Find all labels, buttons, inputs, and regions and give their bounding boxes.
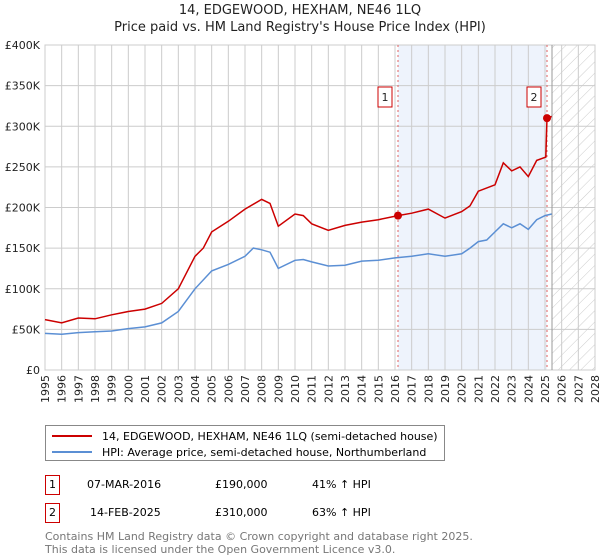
x-tick-label: 2011 xyxy=(306,375,319,403)
x-tick-label: 2018 xyxy=(422,375,435,403)
x-tick-label: 1998 xyxy=(89,375,102,403)
legend-item-hpi: HPI: Average price, semi-detached house,… xyxy=(52,444,438,460)
x-tick-label: 2017 xyxy=(406,375,419,403)
x-tick-label: 2004 xyxy=(189,375,202,403)
footer-licence: This data is licensed under the Open Gov… xyxy=(45,543,396,556)
sale-label-box xyxy=(526,86,542,108)
x-tick-label: 2000 xyxy=(122,375,135,403)
sale-row-2: 2 14-FEB-2025 £310,000 63% ↑ HPI xyxy=(45,503,465,523)
x-tick-label: 2013 xyxy=(339,375,352,403)
x-tick-label: 2012 xyxy=(322,375,335,403)
legend: 14, EDGEWOOD, HEXHAM, NE46 1LQ (semi-det… xyxy=(45,425,445,461)
property-price-line xyxy=(44,115,552,324)
hpi-line xyxy=(44,213,552,336)
y-tick-label: £250K xyxy=(5,161,41,174)
x-tick-label: 1999 xyxy=(106,375,119,403)
footer-copyright: Contains HM Land Registry data © Crown c… xyxy=(45,530,473,543)
sale-badge: 2 xyxy=(45,503,60,523)
x-tick-label: 2024 xyxy=(522,375,535,403)
y-tick-label: £0 xyxy=(26,364,40,377)
sale-badge: 1 xyxy=(45,475,60,495)
x-tick-label: 2016 xyxy=(389,375,402,403)
x-tick-label: 2007 xyxy=(239,375,252,403)
chart-subtitle: Price paid vs. HM Land Registry's House … xyxy=(114,20,486,35)
y-tick-label: £200K xyxy=(5,202,41,215)
x-tick-label: 2010 xyxy=(289,375,302,403)
x-tick-label: 2015 xyxy=(372,375,385,403)
sale-point xyxy=(394,211,402,220)
x-tick-label: 2022 xyxy=(489,375,502,403)
plot-border xyxy=(44,44,596,371)
x-tick-label: 2020 xyxy=(456,375,469,403)
x-tick-label: 2026 xyxy=(556,375,569,403)
legend-label-property: 14, EDGEWOOD, HEXHAM, NE46 1LQ (semi-det… xyxy=(102,429,438,443)
x-tick-label: 2002 xyxy=(156,375,169,403)
x-tick-label: 2019 xyxy=(439,375,452,403)
x-tick-label: 2003 xyxy=(172,375,185,403)
chart-title: 14, EDGEWOOD, HEXHAM, NE46 1LQ xyxy=(178,3,422,18)
y-tick-label: £150K xyxy=(5,242,41,255)
x-tick-label: 2006 xyxy=(222,375,235,403)
sale-price: £190,000 xyxy=(215,478,268,491)
x-tick-label: 2025 xyxy=(539,375,552,403)
sale-label: 2 xyxy=(531,91,538,104)
x-tick-label: 2008 xyxy=(256,375,269,403)
legend-swatch-hpi xyxy=(52,451,92,453)
sale-label-box xyxy=(377,86,393,108)
sale-date: 14-FEB-2025 xyxy=(90,506,161,519)
x-tick-label: 1996 xyxy=(56,375,69,403)
sale-hpi-diff: 41% ↑ HPI xyxy=(312,478,371,491)
sale-date: 07-MAR-2016 xyxy=(87,478,162,491)
sale-row-1: 1 07-MAR-2016 £190,000 41% ↑ HPI xyxy=(45,475,465,495)
x-tick-label: 2014 xyxy=(356,375,369,403)
x-tick-label: 1997 xyxy=(72,375,85,403)
y-tick-label: £350K xyxy=(5,80,41,93)
x-tick-label: 1995 xyxy=(39,375,52,403)
x-tick-label: 2023 xyxy=(506,375,519,403)
x-tick-label: 2001 xyxy=(139,375,152,403)
y-tick-label: £100K xyxy=(5,283,41,296)
x-tick-label: 2028 xyxy=(589,375,600,403)
x-tick-label: 2021 xyxy=(472,375,485,403)
y-tick-label: £400K xyxy=(5,39,41,52)
x-tick-label: 2027 xyxy=(572,375,585,403)
sale-label: 1 xyxy=(382,91,389,104)
price-chart: 1995 1996 1997 1998 1999 2000 2001 2002 2003 2004… xyxy=(5,39,600,403)
x-tick-label: 2009 xyxy=(272,375,285,403)
sale-price: £310,000 xyxy=(215,506,268,519)
sale-point xyxy=(543,114,551,123)
legend-item-property: 14, EDGEWOOD, HEXHAM, NE46 1LQ (semi-det… xyxy=(52,428,438,444)
legend-swatch-property xyxy=(52,435,92,437)
x-tick-label: 2005 xyxy=(206,375,219,403)
y-tick-label: £300K xyxy=(5,120,41,133)
sale-hpi-diff: 63% ↑ HPI xyxy=(312,506,371,519)
legend-label-hpi: HPI: Average price, semi-detached house,… xyxy=(102,445,427,459)
footer: Contains HM Land Registry data © Crown c… xyxy=(45,530,473,556)
y-tick-label: £50K xyxy=(12,323,41,336)
